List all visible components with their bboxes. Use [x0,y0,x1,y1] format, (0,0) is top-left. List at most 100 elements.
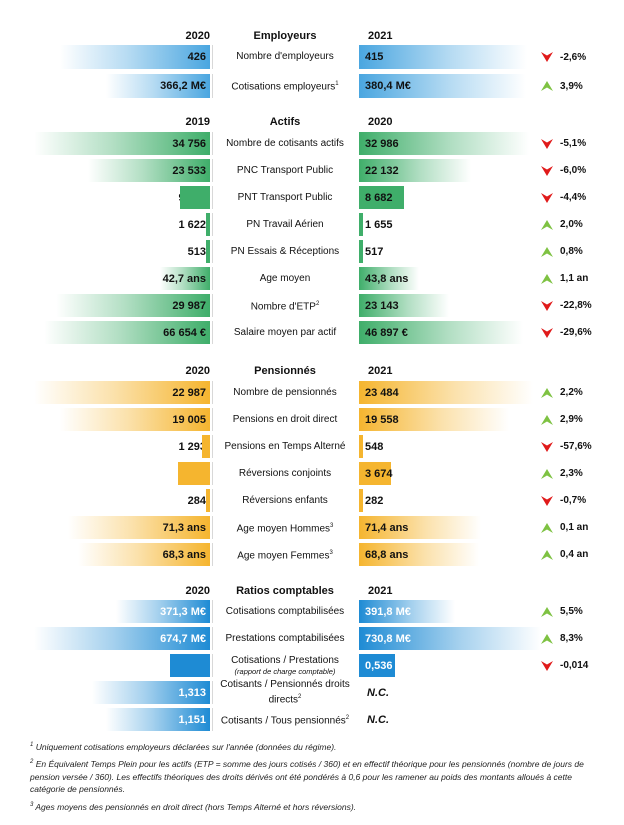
change-indicator: -0,7% [540,489,586,512]
row-separator [212,132,213,155]
row-label: Cotisations employeurs1 [231,81,339,93]
bar-stub-right [359,213,363,236]
value-right: 548 [359,435,419,458]
row-label: Nombre d'ETP2 [250,300,320,313]
change-indicator: 2,0% [540,213,583,236]
value-right: N.C. [367,686,389,699]
row-separator [212,45,213,69]
arrow-up-icon [541,273,553,284]
change-indicator: 8,3% [540,627,583,650]
arrow-up-icon [541,549,553,560]
bar-stub-left [178,462,210,485]
arrow-up-icon [541,633,553,644]
change-indicator: 2,2% [540,381,583,404]
table-row: 22 987 Nombre de pensionnés 23 484 2,2% [0,381,624,404]
table-row: 68,3 ans Age moyen Femmes3 68,8 ans 0,4 an [0,543,624,566]
value-right: 517 [359,240,419,263]
value-left: 0,550 [150,654,210,677]
row-label: Salaire moyen par actif [233,326,337,338]
bar-stub-right [359,240,363,263]
change-indicator: -2,6% [540,45,586,69]
table-row: 66 654 € Salaire moyen par actif 46 897 € -… [0,321,624,344]
table-row: 23 533 PNC Transport Public 22 132 -6,0% [0,159,624,182]
value-right: 23 143 [359,294,449,317]
arrow-down-icon [541,192,553,203]
row-label: Nombre d'employeurs [236,51,334,62]
table-row: 42,7 ans Age moyen 43,8 ans 1,1 an [0,267,624,290]
value-left: 23 533 [88,159,210,182]
change-indicator: -29,6% [540,321,592,344]
table-row: 34 756 Nombre de cotisants actifs 32 986 -5… [0,132,624,155]
row-label: Age moyen Hommes3 [236,522,334,535]
section-header: 2020 Employeurs 2021 [0,30,624,46]
arrow-up-icon [541,81,553,91]
row-label: Age moyen Femmes3 [237,549,333,562]
bar-stub-left [180,186,210,209]
value-left: 3 593 [150,462,210,485]
year-right: 2020 [368,116,393,128]
value-left: 42,7 ans [160,267,210,290]
section-title: Pensionnés [254,365,316,377]
row-label: Cotisants / Pensionnés droits directs2 [220,678,350,706]
row-separator [212,186,213,209]
row-separator [212,408,213,431]
arrow-down-icon [541,300,553,311]
row-separator [212,267,213,290]
footnote-2: 2 En Équivalent Temps Plein pour les act… [30,759,584,795]
value-left: 34 756 [34,132,210,155]
row-label: Prestations comptabilisées [225,632,345,644]
change-indicator: -0,014 [540,654,588,677]
arrow-up-icon [541,246,553,257]
row-label: Réversions conjoints [238,467,332,479]
section-header: 2019 Actifs 2020 [0,116,624,132]
row-separator [212,627,213,650]
value-left: 71,3 ans [68,516,210,539]
row-separator [212,681,213,704]
table-row: 29 987 Nombre d'ETP2 23 143 -22,8% [0,294,624,317]
bar-stub-right [359,435,363,458]
change-indicator: 2,3% [540,462,583,485]
value-left: 674,7 M€ [34,627,210,650]
arrow-up-icon [541,219,553,230]
bar-stub-left [202,435,210,458]
change-indicator: -6,0% [540,159,586,182]
arrow-down-icon [541,441,553,452]
table-row: 426 Nombre d'employeurs 415 -2,6% [0,45,624,69]
value-right: 71,4 ans [359,516,481,539]
row-separator [212,543,213,566]
bar-stub-left [206,213,210,236]
year-left: 2019 [185,116,210,128]
table-row: 3 593 Réversions conjoints 3 674 2,3% [0,462,624,485]
value-left: 66 654 € [44,321,210,344]
value-right: 22 132 [359,159,471,182]
arrow-down-icon [541,660,553,671]
value-right: 282 [359,489,419,512]
row-separator [212,213,213,236]
footnotes: 1 Uniquement cotisations employeurs décl… [30,739,605,816]
arrow-down-icon [541,495,553,506]
value-left: 1 622 [150,213,210,236]
year-left: 2020 [185,30,210,42]
value-left: 284 [150,489,210,512]
table-row: 71,3 ans Age moyen Hommes3 71,4 ans 0,1 an [0,516,624,539]
change-indicator: -5,1% [540,132,586,155]
bar-stub-left [206,240,210,263]
row-separator [212,516,213,539]
value-left: 1 293 [150,435,210,458]
row-label: Réversions enfants [242,494,328,506]
value-left: 22 987 [34,381,210,404]
bar-stub-right [359,489,363,512]
table-row: 1,313 Cotisants / Pensionnés droits direc… [0,678,624,706]
section-title: Employeurs [253,30,317,42]
arrow-up-icon [541,522,553,533]
table-row: 371,3 M€ Cotisations comptabilisées 391,8 … [0,600,624,623]
arrow-up-icon [541,414,553,425]
value-right: 3 674 [359,462,419,485]
bar-stub-right [359,186,404,209]
value-left: 513 [150,240,210,263]
table-row: 513 PN Essais & Réceptions 517 0,8% [0,240,624,263]
row-separator [212,600,213,623]
value-left: 426 [60,45,210,69]
row-label: Pensions en droit direct [232,413,338,425]
bar-stub-right [359,462,391,485]
